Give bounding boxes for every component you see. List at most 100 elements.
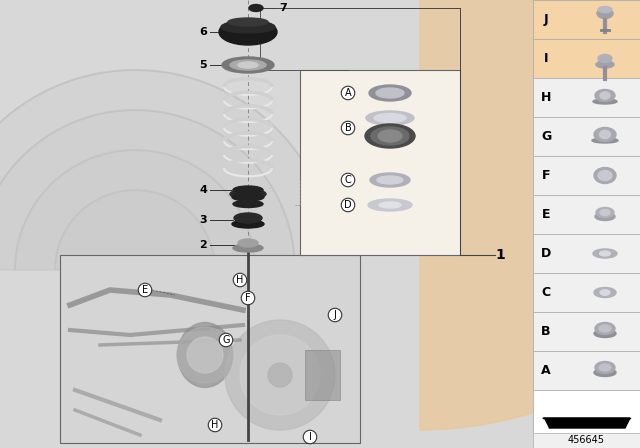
Ellipse shape (594, 168, 616, 184)
Wedge shape (55, 190, 215, 270)
Ellipse shape (366, 111, 414, 125)
Ellipse shape (594, 288, 616, 297)
Circle shape (268, 363, 292, 387)
Wedge shape (0, 110, 295, 270)
Text: A: A (541, 364, 551, 377)
Ellipse shape (594, 329, 616, 337)
Ellipse shape (377, 176, 403, 184)
Ellipse shape (238, 239, 258, 247)
Text: J: J (544, 13, 548, 26)
Text: H: H (541, 91, 551, 104)
Ellipse shape (228, 18, 268, 26)
Ellipse shape (599, 325, 611, 332)
Text: H: H (211, 420, 219, 430)
Circle shape (240, 335, 320, 415)
Ellipse shape (595, 323, 615, 335)
Ellipse shape (233, 201, 263, 207)
Text: 5: 5 (199, 60, 207, 70)
Ellipse shape (232, 193, 264, 201)
Ellipse shape (219, 19, 277, 45)
Ellipse shape (598, 55, 612, 63)
Ellipse shape (365, 124, 415, 148)
Ellipse shape (592, 138, 618, 143)
Ellipse shape (376, 88, 404, 98)
Bar (533, 195, 640, 234)
Ellipse shape (593, 249, 617, 258)
Ellipse shape (249, 4, 263, 12)
Ellipse shape (596, 61, 614, 68)
Ellipse shape (598, 7, 612, 13)
Text: A: A (345, 88, 351, 98)
Ellipse shape (379, 202, 401, 208)
Bar (300, 70, 460, 255)
Text: B: B (344, 123, 351, 133)
Ellipse shape (600, 92, 610, 99)
Ellipse shape (233, 244, 263, 252)
Circle shape (225, 320, 335, 430)
Ellipse shape (234, 213, 262, 223)
Bar (305, 350, 340, 400)
Text: G: G (222, 335, 230, 345)
Bar (533, 390, 640, 433)
Text: 456645: 456645 (568, 435, 605, 445)
Bar (533, 78, 640, 117)
Ellipse shape (233, 186, 263, 194)
Text: F: F (541, 169, 550, 182)
Bar (533, 0, 640, 39)
Bar (533, 117, 640, 156)
Text: C: C (541, 286, 550, 299)
Ellipse shape (595, 90, 615, 102)
Ellipse shape (598, 171, 612, 181)
Ellipse shape (594, 128, 616, 142)
Bar (60, 255, 360, 443)
Text: 4: 4 (199, 185, 207, 195)
Text: I: I (308, 432, 312, 442)
Text: 1: 1 (495, 248, 505, 262)
Text: B: B (541, 325, 551, 338)
Ellipse shape (232, 220, 264, 228)
Ellipse shape (599, 364, 611, 371)
Text: E: E (541, 208, 550, 221)
Bar (533, 312, 640, 351)
Wedge shape (15, 150, 255, 270)
Ellipse shape (368, 199, 412, 211)
Circle shape (187, 337, 223, 373)
Wedge shape (420, 0, 640, 430)
Ellipse shape (370, 173, 410, 187)
Text: G: G (541, 130, 551, 143)
Ellipse shape (600, 290, 610, 295)
Ellipse shape (230, 189, 266, 199)
Ellipse shape (596, 207, 614, 217)
Circle shape (177, 327, 233, 383)
Text: H: H (236, 275, 244, 285)
Text: F: F (245, 293, 251, 303)
Bar (533, 234, 640, 273)
Text: 2: 2 (199, 240, 207, 250)
Ellipse shape (378, 130, 402, 142)
Ellipse shape (221, 21, 275, 33)
Text: C: C (344, 175, 351, 185)
Bar (533, 0, 640, 448)
Text: D: D (344, 200, 352, 210)
Ellipse shape (371, 127, 409, 145)
Bar (533, 273, 640, 312)
Ellipse shape (230, 60, 266, 70)
Text: D: D (541, 247, 551, 260)
Text: 6: 6 (199, 27, 207, 37)
Ellipse shape (600, 130, 611, 139)
Text: 7: 7 (279, 3, 287, 13)
Ellipse shape (595, 362, 615, 374)
Text: I: I (544, 52, 548, 65)
Ellipse shape (600, 210, 610, 215)
Ellipse shape (238, 62, 258, 68)
Ellipse shape (594, 369, 616, 376)
Wedge shape (0, 70, 335, 270)
Bar (533, 351, 640, 390)
Bar (533, 39, 640, 78)
Ellipse shape (369, 85, 411, 101)
Text: E: E (142, 285, 148, 295)
Polygon shape (543, 418, 548, 432)
Polygon shape (543, 418, 630, 428)
Ellipse shape (177, 323, 232, 388)
Text: J: J (333, 310, 337, 320)
